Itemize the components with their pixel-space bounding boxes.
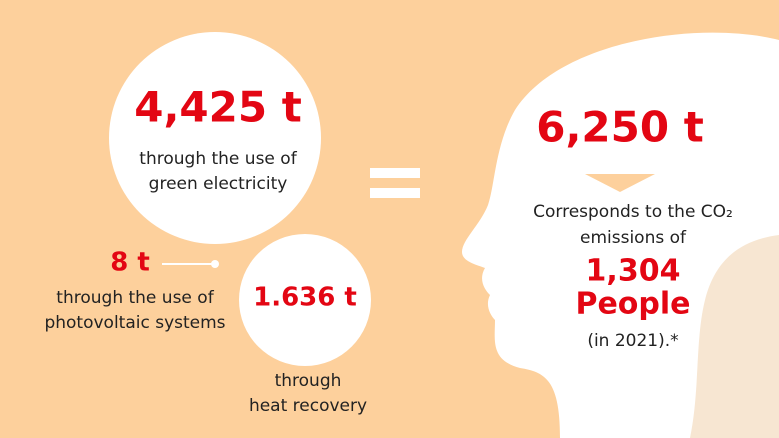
total-text: Corresponds to the CO₂ [533,202,733,222]
total-text: emissions of [580,228,687,248]
total-note: (in 2021).* [587,331,678,351]
texture-area [690,235,779,438]
people-label: People [575,287,690,322]
photovoltaic-amount: 8 t [110,248,150,278]
equals-bar [370,168,420,178]
equals-bar [370,188,420,198]
chevron [585,174,655,192]
photovoltaic-text: through the use of [56,288,214,308]
connector-dot [211,260,219,268]
electricity-text: through the use of [139,149,297,169]
total-amount: 6,250 t [536,103,704,152]
heat-text: through [275,371,342,391]
heat-amount: 1.636 t [253,283,357,313]
heat-text: heat recovery [249,396,367,416]
circle-electricity [109,32,321,244]
circle-heat [239,234,371,366]
photovoltaic-text: photovoltaic systems [44,313,225,333]
electricity-amount: 4,425 t [134,83,302,132]
people-count: 1,304 [586,254,681,289]
electricity-text: green electricity [149,174,288,194]
